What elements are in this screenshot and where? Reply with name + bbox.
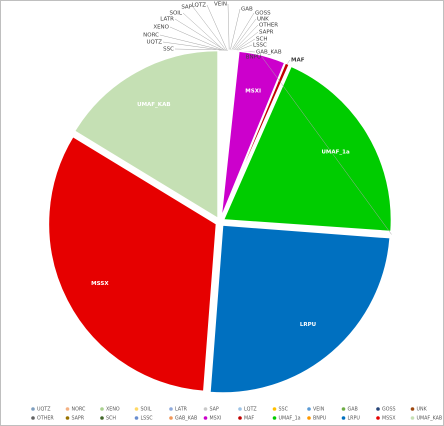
leader-line xyxy=(230,8,241,51)
legend-swatch xyxy=(65,416,70,420)
legend-swatch xyxy=(203,407,208,411)
legend-swatch xyxy=(307,407,311,411)
legend-swatch xyxy=(238,407,242,411)
leader-line xyxy=(206,4,228,51)
legend-swatch xyxy=(238,416,242,420)
slice-label: XENO xyxy=(153,25,169,31)
slice-label: UMAF_KAB xyxy=(137,102,170,108)
leader-line xyxy=(287,59,291,64)
legend-label: LSSC xyxy=(141,416,154,422)
pie-slice xyxy=(220,61,291,219)
legend-label: UMAF_KAB xyxy=(417,416,443,422)
slice-label: GOSS xyxy=(255,11,271,17)
leader-line xyxy=(174,18,225,51)
leader-line xyxy=(174,48,229,51)
slice-label: SAP xyxy=(181,5,192,11)
legend-swatch xyxy=(100,407,104,411)
leader-line xyxy=(231,12,255,51)
slice-label: UMAF_1a xyxy=(321,150,350,156)
legend-label: UQTZ xyxy=(37,407,51,413)
legend-label: SCH xyxy=(106,416,116,422)
legend-label: LRPU xyxy=(348,416,361,422)
slice-label: BNPU xyxy=(246,55,261,61)
slice-label: SCH xyxy=(256,37,267,43)
legend-label: LQTZ xyxy=(244,407,257,413)
legend-swatch xyxy=(100,416,104,420)
leader-line xyxy=(232,18,257,51)
legend-swatch xyxy=(410,407,415,411)
slice-label: SSC xyxy=(163,47,174,53)
legend-swatch xyxy=(272,416,277,420)
pie-slice xyxy=(222,65,393,233)
slice-label: MSSX xyxy=(91,281,109,287)
legend-swatch xyxy=(410,416,415,420)
slice-label: MSXI xyxy=(245,89,261,95)
legend-label: LATR xyxy=(175,407,188,413)
legend-label: UNK xyxy=(417,407,428,413)
slice-label: LSSC xyxy=(253,43,267,49)
legend-label: MAF xyxy=(244,416,254,422)
slice-label: VEIN xyxy=(214,2,227,8)
legend-swatch xyxy=(65,407,70,411)
slice-label: GAB xyxy=(241,7,253,13)
slice-label: LRPU xyxy=(300,322,316,328)
legend-label: SAP xyxy=(210,407,219,413)
legend-swatch xyxy=(376,416,380,420)
legend-label: BNPU xyxy=(313,416,327,422)
leader-line xyxy=(182,12,224,51)
legend-swatch xyxy=(272,407,277,411)
pie-slice xyxy=(47,135,218,393)
legend-label: GAB_KAB xyxy=(175,416,197,422)
legend-label: NORC xyxy=(72,407,86,413)
legend-label: XENO xyxy=(106,407,120,413)
leader-line xyxy=(192,6,227,51)
slice-label: MAF xyxy=(291,58,305,64)
slice-label: LQTZ xyxy=(191,3,206,9)
leader-line xyxy=(159,34,222,51)
leader-line xyxy=(261,56,392,235)
slice-label: LATR xyxy=(160,17,174,23)
legend-label: MSSX xyxy=(382,416,396,422)
legend-swatch xyxy=(169,416,173,420)
legend-swatch xyxy=(307,416,311,420)
legend-swatch xyxy=(31,407,35,411)
slice-label: UNK xyxy=(257,17,269,23)
slice-label: OTHER xyxy=(259,23,278,29)
pie-slice xyxy=(73,49,219,220)
leader-line xyxy=(236,44,253,52)
slice-label: SAPR xyxy=(259,30,274,36)
slice-label: GAB_KAB xyxy=(256,50,282,56)
legend-swatch xyxy=(134,407,139,411)
legend-label: SAPR xyxy=(72,416,85,422)
legend-label: SSC xyxy=(279,407,289,413)
legend-swatch xyxy=(169,407,173,411)
slice-label: UQTZ xyxy=(147,40,163,46)
leader-line xyxy=(227,3,230,51)
legend-swatch xyxy=(376,407,380,411)
legend-label: GOSS xyxy=(382,407,396,413)
leader-line xyxy=(234,31,259,51)
legend-swatch xyxy=(203,416,208,420)
pie-slice xyxy=(209,224,391,394)
legend-label: GAB xyxy=(348,407,358,413)
legend-swatch xyxy=(341,416,346,420)
legend-swatch xyxy=(341,407,346,411)
slice-label: SOIL xyxy=(169,11,182,17)
leader-line xyxy=(235,38,256,51)
leader-line xyxy=(169,26,223,51)
slice-label: NORC xyxy=(143,33,159,39)
leader-line xyxy=(233,24,259,51)
legend-label: VEIN xyxy=(313,407,325,413)
legend-swatch xyxy=(31,416,35,420)
legend-label: UMAF_1a xyxy=(279,416,301,422)
legend-label: MSXI xyxy=(210,416,222,422)
legend-label: OTHER xyxy=(37,416,54,422)
legend-label: SOIL xyxy=(141,407,152,413)
legend-swatch xyxy=(134,416,139,420)
leader-line xyxy=(162,41,221,51)
